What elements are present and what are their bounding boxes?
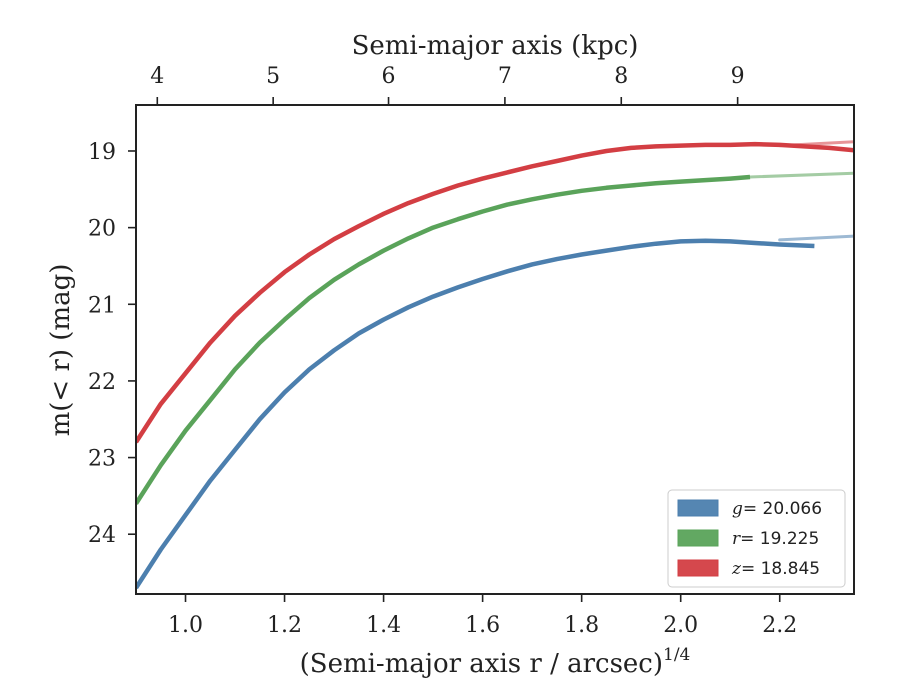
legend-label-g: g= 20.066 — [732, 499, 822, 519]
x-tick-label: 1.4 — [366, 613, 401, 638]
top-tick-label: 9 — [731, 64, 745, 89]
bottom-x-axis: 1.0 1.2 1.4 1.6 1.8 2.0 2.2 — [168, 594, 797, 638]
top-tick-label: 5 — [266, 64, 280, 89]
legend-value: = 18.845 — [741, 559, 820, 579]
y-tick-label: 20 — [88, 217, 116, 242]
plot-lines — [136, 140, 854, 590]
top-tick-label: 8 — [614, 64, 628, 89]
legend-var: z — [731, 559, 742, 579]
legend-value: = 19.225 — [740, 529, 819, 549]
series-g-model-line — [778, 234, 854, 242]
series-r-line — [136, 174, 751, 505]
plot-frame — [135, 104, 855, 595]
top-tick-label: 4 — [150, 64, 164, 89]
x-tick-label: 1.6 — [465, 613, 500, 638]
legend-var: g — [732, 499, 743, 519]
bottom-x-axis-title: (Semi-major axis r / arcsec)1/4 — [300, 645, 691, 679]
series-group — [136, 140, 854, 590]
top-tick-label: 7 — [498, 64, 512, 89]
legend-swatch-g — [677, 499, 719, 517]
x-tick-label: 1.2 — [267, 613, 302, 638]
legend-swatch-z — [677, 559, 719, 577]
top-x-axis: 4 5 6 7 8 9 — [150, 64, 745, 105]
bottom-x-axis-exponent: 1/4 — [663, 645, 690, 665]
x-tick-label: 1.0 — [168, 613, 203, 638]
legend-label-z: z= 18.845 — [731, 559, 820, 579]
y-tick-label: 22 — [88, 370, 116, 395]
bottom-x-axis-title-text: (Semi-major axis r / arcsec) — [300, 649, 663, 679]
top-tick-label: 6 — [382, 64, 396, 89]
legend-label-r: r= 19.225 — [732, 529, 819, 549]
legend-swatch-r — [677, 529, 719, 547]
series-g-line — [136, 238, 815, 590]
x-tick-label: 2.2 — [762, 613, 797, 638]
y-tick-label: 23 — [88, 447, 116, 472]
series-r-model-line — [748, 171, 854, 179]
left-y-axis: 19 20 21 22 23 24 — [88, 140, 136, 548]
y-axis-title: m(< r) (mag) — [46, 264, 76, 437]
y-tick-label: 21 — [88, 293, 116, 318]
x-tick-label: 2.0 — [663, 613, 698, 638]
top-x-axis-title: Semi-major axis (kpc) — [352, 31, 639, 61]
legend-value: = 20.066 — [743, 499, 822, 519]
series-z-line — [136, 141, 854, 444]
legend-var: r — [732, 529, 741, 549]
y-tick-label: 24 — [88, 523, 116, 548]
y-tick-label: 19 — [88, 140, 116, 165]
x-tick-label: 1.8 — [564, 613, 599, 638]
